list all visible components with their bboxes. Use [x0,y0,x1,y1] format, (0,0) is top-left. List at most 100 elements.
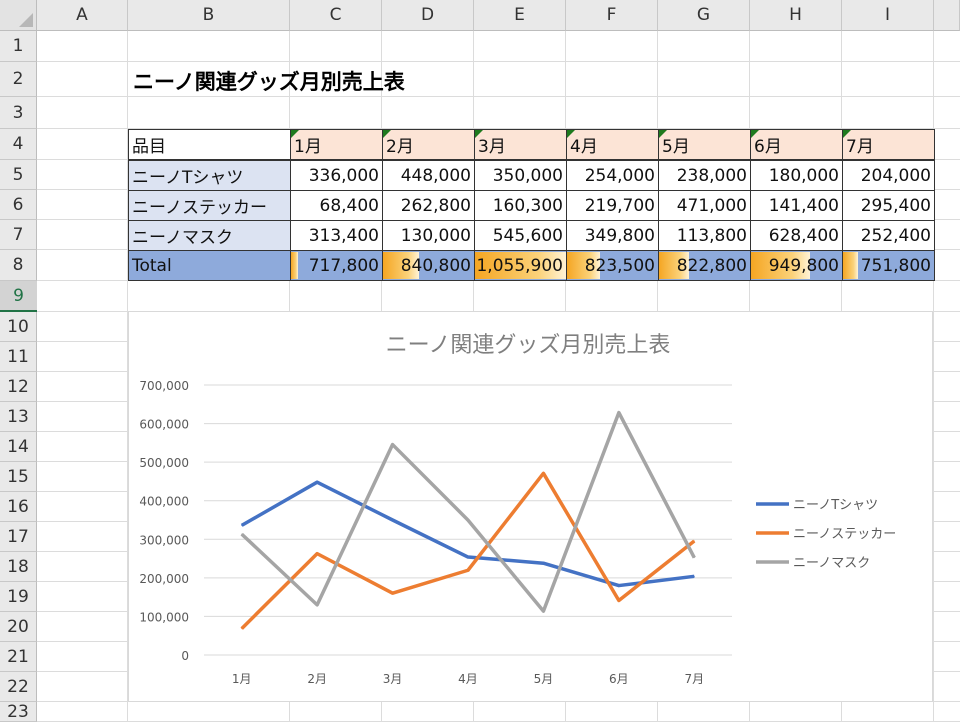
header-month[interactable]: 2月 [382,129,475,160]
row-header-21[interactable]: 21 [0,642,37,672]
total-value-cell[interactable]: 717,800 [290,250,383,281]
column-header-e[interactable]: E [474,0,566,31]
total-value-cell[interactable]: 822,800 [658,250,751,281]
row-header-3[interactable]: 3 [0,97,37,129]
row-header-15[interactable]: 15 [0,462,37,492]
header-month[interactable]: 1月 [290,129,383,160]
value-cell[interactable]: 628,400 [750,220,843,251]
value-cell[interactable]: 349,800 [566,220,659,251]
column-header-d[interactable]: D [382,0,474,31]
column-header-f[interactable]: F [566,0,658,31]
row-header-5[interactable]: 5 [0,160,37,190]
chart-title: ニーノ関連グッズ月別売上表 [386,333,671,358]
header-month[interactable]: 3月 [474,129,567,160]
error-indicator-icon [567,130,575,138]
row-header-8[interactable]: 8 [0,250,37,281]
value-cell[interactable]: 336,000 [290,160,383,191]
data-point [542,562,544,564]
row-header-6[interactable]: 6 [0,190,37,220]
row-header-19[interactable]: 19 [0,582,37,612]
x-tick-label: 2月 [307,672,327,686]
column-header-c[interactable]: C [290,0,382,31]
data-bar [291,252,298,279]
value-cell[interactable]: 252,400 [842,220,935,251]
y-tick-label: 200,000 [139,572,189,586]
value-cell[interactable]: 204,000 [842,160,935,191]
header-item[interactable]: 品目 [128,129,291,160]
data-bar [659,252,689,279]
data-bar [383,252,419,279]
header-month[interactable]: 7月 [842,129,935,160]
row-header-4[interactable]: 4 [0,129,37,160]
value-cell[interactable]: 313,400 [290,220,383,251]
select-all-icon [19,13,33,27]
total-value-cell[interactable]: 949,800 [750,250,843,281]
error-indicator-icon [291,130,299,138]
row-header-16[interactable]: 16 [0,492,37,522]
row-header-11[interactable]: 11 [0,342,37,372]
gridline-col [933,31,934,722]
header-month[interactable]: 6月 [750,129,843,160]
row-header-1[interactable]: 1 [0,31,37,62]
row-header-14[interactable]: 14 [0,432,37,462]
data-point [542,472,544,474]
gridline-row [37,96,960,97]
row-header-17[interactable]: 17 [0,522,37,552]
value-cell[interactable]: 141,400 [750,190,843,221]
row-header-18[interactable]: 18 [0,552,37,582]
row-header-12[interactable]: 12 [0,372,37,402]
row-header-23[interactable]: 23 [0,702,37,722]
column-header-h[interactable]: H [750,0,842,31]
column-header-a[interactable]: A [37,0,128,31]
data-point [467,556,469,558]
data-point [316,553,318,555]
row-header-7[interactable]: 7 [0,220,37,250]
total-value-cell[interactable]: 823,500 [566,250,659,281]
total-value-cell[interactable]: 840,800 [382,250,475,281]
value-cell[interactable]: 130,000 [382,220,475,251]
header-month[interactable]: 5月 [658,129,751,160]
row-label[interactable]: ニーノTシャツ [128,160,291,191]
row-header-20[interactable]: 20 [0,612,37,642]
row-header-2[interactable]: 2 [0,62,37,97]
row-header-9[interactable]: 9 [0,281,37,312]
value-cell[interactable]: 448,000 [382,160,475,191]
row-header-13[interactable]: 13 [0,402,37,432]
value-cell[interactable]: 160,300 [474,190,567,221]
total-value-cell[interactable]: 751,800 [842,250,935,281]
value-cell[interactable]: 254,000 [566,160,659,191]
row-label[interactable]: ニーノステッカー [128,190,291,221]
value-cell[interactable]: 68,400 [290,190,383,221]
total-value-cell[interactable]: 1,055,900 [474,250,567,281]
value-cell[interactable]: 471,000 [658,190,751,221]
value-cell[interactable]: 295,400 [842,190,935,221]
value-cell[interactable]: 113,800 [658,220,751,251]
data-point [316,481,318,483]
column-header-g[interactable]: G [658,0,750,31]
line-chart[interactable]: ニーノ関連グッズ月別売上表 0 100,000 200,000 300,000 400,0… [128,311,933,702]
value-cell[interactable]: 180,000 [750,160,843,191]
row-header-10[interactable]: 10 [0,312,37,342]
series-line-1 [240,471,696,630]
value-cell[interactable]: 262,800 [382,190,475,221]
column-header-b[interactable]: B [128,0,290,31]
series-line-2 [240,410,696,613]
value-cell[interactable]: 545,600 [474,220,567,251]
header-month[interactable]: 4月 [566,129,659,160]
total-label[interactable]: Total [128,250,291,281]
select-all-corner[interactable] [0,0,37,31]
total-value: 823,500 [584,255,655,276]
x-tick-label: 4月 [458,672,478,686]
value-cell[interactable]: 350,000 [474,160,567,191]
total-value: 1,055,900 [476,255,563,276]
value-cell[interactable]: 219,700 [566,190,659,221]
row-header-22[interactable]: 22 [0,672,37,702]
data-bar [567,252,600,279]
y-tick-label: 100,000 [139,610,189,624]
row-label[interactable]: ニーノマスク [128,220,291,251]
y-tick-label: 600,000 [139,418,189,432]
column-header-i[interactable]: I [842,0,934,31]
column-header-blank[interactable] [934,0,960,31]
value-cell[interactable]: 238,000 [658,160,751,191]
gridline-row [37,128,960,129]
